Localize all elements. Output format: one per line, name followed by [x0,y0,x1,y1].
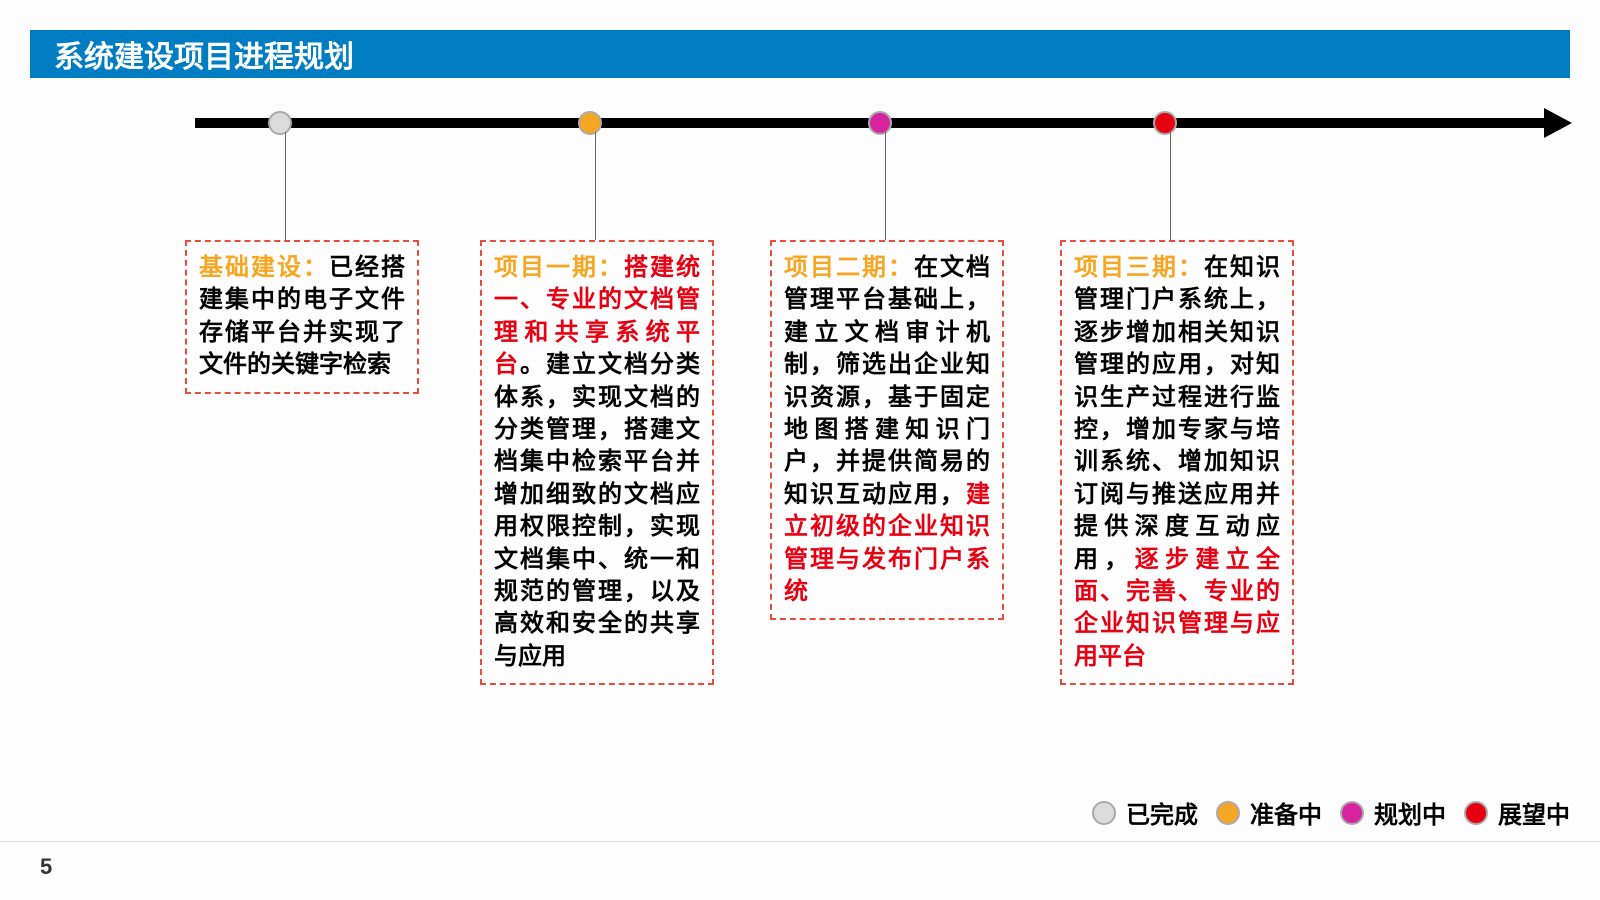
phase-head: 基础建设： [199,254,329,281]
page-title: 系统建设项目进程规划 [54,32,354,76]
legend-item-3: 展望中 [1464,795,1570,830]
legend-dot-icon [1464,801,1488,825]
phase-box-1: 项目一期：搭建统一、专业的文档管理和共享系统平台。建立文档分类体系，实现文档的分… [480,240,714,685]
legend-dot-icon [1340,801,1364,825]
timeline-arrow-icon [1544,108,1572,138]
phase-box-3: 项目三期：在知识管理门户系统上，逐步增加相关知识管理的应用，对知识生产过程进行监… [1060,240,1294,685]
legend-item-2: 规划中 [1340,795,1446,830]
legend-dot-icon [1216,801,1240,825]
footer-divider [0,841,1600,842]
legend-label: 已完成 [1126,795,1198,830]
phase-head: 项目二期： [784,254,914,281]
legend-label: 规划中 [1374,795,1446,830]
timeline-node-2 [868,111,892,135]
connector-line-3 [1170,132,1171,240]
connector-line-2 [885,132,886,240]
timeline-node-1 [578,111,602,135]
phase-head: 项目三期： [1074,254,1204,281]
phase-text: 在知识管理门户系统上，逐步增加相关知识管理的应用，对知识生产过程进行监控，增加专… [1074,254,1280,573]
legend-item-1: 准备中 [1216,795,1322,830]
phase-box-2: 项目二期：在文档管理平台基础上，建立文档审计机制，筛选出企业知识资源，基于固定地… [770,240,1004,620]
phase-text: 。建立文档分类体系，实现文档的分类管理，搭建文档集中检索平台并增加细致的文档应用… [494,351,700,670]
phase-head: 项目一期： [494,254,624,281]
title-bar: 系统建设项目进程规划 [30,30,1570,78]
connector-line-1 [595,132,596,240]
legend-item-0: 已完成 [1092,795,1198,830]
legend: 已完成 准备中 规划中 展望中 [1092,795,1570,830]
phase-box-0: 基础建设：已经搭建集中的电子文件存储平台并实现了文件的关键字检索 [185,240,419,394]
legend-dot-icon [1092,801,1116,825]
legend-label: 准备中 [1250,795,1322,830]
timeline-node-0 [268,111,292,135]
timeline-node-3 [1153,111,1177,135]
phase-text: 在文档管理平台基础上，建立文档审计机制，筛选出企业知识资源，基于固定地图搭建知识… [784,254,990,508]
connector-line-0 [285,132,286,240]
legend-label: 展望中 [1498,795,1570,830]
page-number: 5 [40,854,52,880]
